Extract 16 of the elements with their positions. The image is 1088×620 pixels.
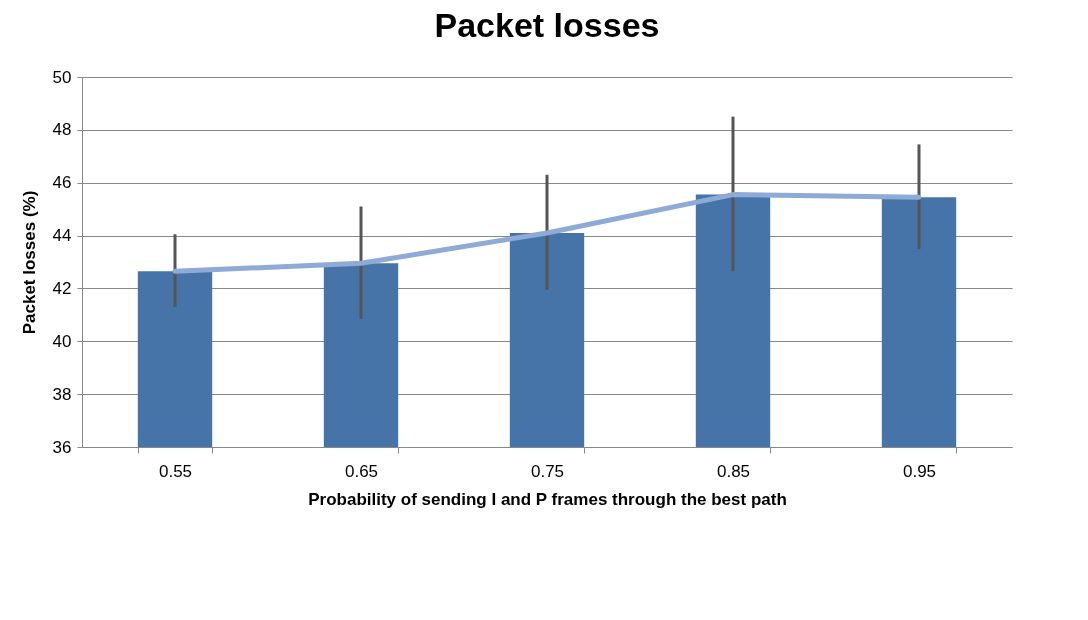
- y-tick-label: 40: [52, 331, 72, 351]
- x-tick-label: 0.55: [158, 461, 193, 481]
- y-axis-title: Packet losses (%): [19, 190, 39, 335]
- y-tick-label: 50: [52, 67, 72, 87]
- x-tick-label: 0.95: [902, 461, 937, 481]
- y-tick-label: 44: [52, 226, 72, 246]
- y-tick-label: 38: [52, 384, 72, 404]
- y-tick-label: 42: [52, 278, 72, 298]
- y-tick-label: 46: [52, 173, 72, 193]
- y-tick-label: 36: [52, 437, 72, 457]
- x-tick-label: 0.65: [344, 461, 379, 481]
- y-tick-label: 48: [52, 120, 72, 140]
- x-tick-label: 0.85: [716, 461, 751, 481]
- x-tick-label: 0.75: [530, 461, 565, 481]
- x-axis-title: Probability of sending I and P frames through the best path: [308, 489, 787, 509]
- chart-title: Packet losses: [434, 6, 660, 44]
